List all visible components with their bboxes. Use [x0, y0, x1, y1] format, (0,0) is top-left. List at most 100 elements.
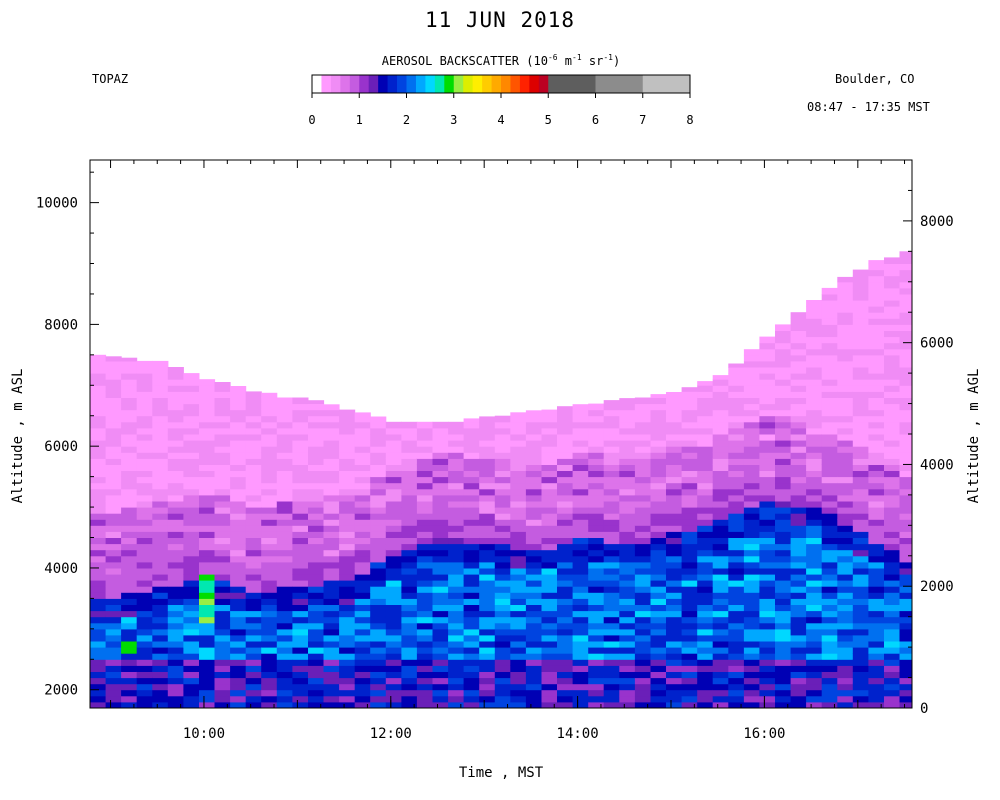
heatmap-cell: [494, 671, 511, 679]
heatmap-cell: [806, 318, 823, 325]
heatmap-cell: [634, 525, 651, 532]
heatmap-cell: [167, 391, 184, 398]
heatmap-cell: [837, 671, 854, 679]
heatmap-cell: [183, 598, 200, 605]
heatmap-cell: [121, 543, 138, 551]
heatmap-cell: [588, 409, 605, 417]
heatmap-cell: [697, 677, 714, 685]
heatmap-cell: [292, 470, 309, 478]
heatmap-cell: [603, 568, 620, 575]
heatmap-cell: [167, 549, 184, 557]
heatmap-cell: [136, 464, 153, 471]
heatmap-cell: [448, 464, 465, 471]
heatmap-cell: [183, 592, 200, 599]
heatmap-cell: [105, 610, 122, 618]
heatmap-cell: [214, 574, 231, 581]
heatmap-cell: [666, 525, 683, 532]
heatmap-cell: [276, 592, 293, 599]
heatmap-cell: [105, 440, 122, 447]
heatmap-cell: [541, 464, 558, 471]
heatmap-cell: [759, 367, 776, 374]
heatmap-cell: [525, 470, 542, 478]
heatmap-cell: [681, 555, 698, 563]
heatmap-cell: [884, 275, 901, 283]
heatmap-cell: [884, 659, 901, 666]
heatmap-cell: [852, 616, 869, 624]
heatmap-cell: [494, 622, 511, 630]
heatmap-cell: [541, 427, 558, 435]
heatmap-cell: [759, 701, 776, 709]
heatmap-cell: [385, 574, 402, 581]
heatmap-cell: [90, 482, 107, 490]
heatmap-cell: [899, 379, 913, 386]
heatmap-cell: [416, 476, 433, 484]
heatmap-cell: [603, 494, 620, 502]
heatmap-cell: [479, 561, 496, 569]
heatmap-cell: [525, 592, 542, 599]
heatmap-cell: [884, 525, 901, 532]
heatmap-cell: [152, 598, 169, 605]
heatmap-cell: [308, 549, 325, 557]
heatmap-cell: [276, 701, 293, 709]
heatmap-cell: [572, 470, 589, 478]
heatmap-cell: [884, 470, 901, 478]
heatmap-cell: [806, 653, 823, 660]
heatmap-cell: [136, 671, 153, 679]
heatmap-cell: [541, 580, 558, 587]
heatmap-cell: [510, 561, 527, 569]
heatmap-cell: [557, 421, 574, 429]
heatmap-cell: [572, 555, 589, 563]
heatmap-cell: [821, 604, 838, 612]
heatmap-cell: [230, 421, 247, 429]
heatmap-cell: [167, 622, 184, 630]
heatmap-cell: [292, 464, 309, 471]
heatmap-cell: [416, 604, 433, 612]
heatmap-cell: [276, 421, 293, 429]
heatmap-cell: [479, 525, 496, 532]
heatmap-cell: [245, 434, 262, 441]
heatmap-cell: [292, 488, 309, 496]
heatmap-cell: [136, 574, 153, 581]
heatmap-cell: [697, 604, 714, 612]
heatmap-cell: [261, 452, 278, 459]
heatmap-cell: [105, 671, 122, 679]
heatmap-cell: [90, 598, 107, 605]
heatmap-cell: [385, 647, 402, 654]
heatmap-cell: [697, 683, 714, 691]
time-range-label: 08:47 - 17:35 MST: [807, 100, 930, 114]
heatmap-cell: [884, 549, 901, 557]
heatmap-cell: [821, 300, 838, 307]
heatmap-cell: [432, 537, 449, 545]
heatmap-cell: [837, 330, 854, 338]
heatmap-cell: [634, 403, 651, 411]
heatmap-cell: [370, 628, 387, 636]
heatmap-cell: [868, 561, 885, 569]
heatmap-cell: [354, 641, 371, 648]
heatmap-cell: [884, 360, 901, 368]
heatmap-cell: [666, 689, 683, 697]
heatmap-cell: [432, 470, 449, 478]
heatmap-cell: [105, 367, 122, 374]
heatmap-cell: [650, 409, 667, 417]
heatmap-cell: [385, 501, 402, 508]
heatmap-cell: [868, 318, 885, 325]
heatmap-cell: [837, 604, 854, 612]
heatmap-cell: [121, 647, 138, 654]
heatmap-cell: [510, 434, 527, 441]
heatmap-cell: [790, 525, 807, 532]
heatmap-cell: [634, 592, 651, 599]
heatmap-cell: [666, 427, 683, 435]
heatmap-cell: [416, 446, 433, 453]
heatmap-cell: [339, 464, 356, 471]
heatmap-cell: [432, 561, 449, 569]
heatmap-cell: [697, 610, 714, 618]
heatmap-cell: [183, 671, 200, 679]
heatmap-cell: [541, 671, 558, 679]
heatmap-cell: [152, 701, 169, 709]
heatmap-cell: [821, 421, 838, 429]
heatmap-cell: [712, 665, 729, 672]
heatmap-cell: [821, 360, 838, 368]
heatmap-cell: [837, 379, 854, 386]
heatmap-cell: [837, 476, 854, 484]
heatmap-cell: [183, 458, 200, 465]
